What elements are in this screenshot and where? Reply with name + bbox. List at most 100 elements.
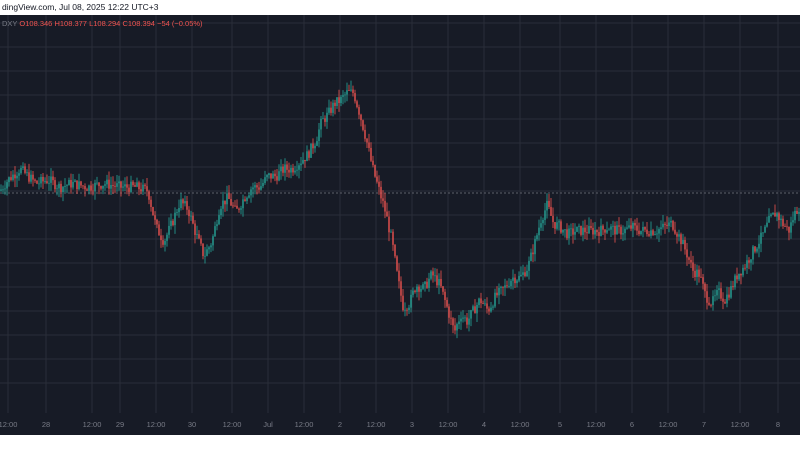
candle-up	[576, 226, 578, 232]
candle-up	[118, 181, 120, 184]
candle-down	[486, 303, 488, 309]
candle-down	[788, 226, 790, 233]
candle-up	[570, 228, 572, 230]
chart-area[interactable]: 12:00 28 12:00 29 12:00 30 12:00 Jul 12:00 2 12:00…	[0, 15, 800, 435]
candle-down	[200, 238, 202, 244]
candle-up	[88, 185, 90, 191]
candle-down	[636, 225, 638, 231]
candle-down	[560, 221, 562, 233]
x-tick-label: 12:00	[295, 420, 314, 429]
candle-down	[674, 229, 676, 234]
candle-down	[36, 180, 38, 184]
candle-down	[620, 226, 622, 235]
candle-up	[776, 213, 778, 217]
x-tick-label: 12:00	[439, 420, 458, 429]
candle-up	[522, 272, 524, 275]
candle-down	[548, 200, 550, 207]
candle-up	[456, 324, 458, 331]
candle-down	[744, 267, 746, 269]
candle-up	[74, 180, 76, 182]
candle-up	[536, 235, 538, 240]
candle-down	[368, 142, 370, 148]
x-tick-label: 4	[482, 420, 486, 429]
candle-down	[144, 184, 146, 187]
candle-down	[688, 257, 690, 260]
candle-up	[428, 278, 430, 288]
candle-up	[216, 224, 218, 227]
candle-up	[494, 292, 496, 307]
candle-up	[516, 280, 518, 284]
candle-up	[218, 215, 220, 225]
candle-up	[4, 188, 6, 190]
candle-down	[352, 89, 354, 94]
candle-down	[114, 185, 116, 187]
candle-up	[660, 227, 662, 230]
x-tick-label: 28	[42, 420, 50, 429]
candle-up	[18, 173, 20, 176]
candle-down	[374, 165, 376, 177]
candle-down	[128, 187, 130, 192]
candle-down	[388, 216, 390, 233]
candle-down	[680, 234, 682, 245]
candle-up	[350, 89, 352, 91]
candle-down	[358, 107, 360, 115]
candle-up	[420, 288, 422, 292]
candle-down	[146, 186, 148, 192]
x-tick-label: 8	[776, 420, 780, 429]
candle-down	[550, 206, 552, 216]
candle-up	[564, 229, 566, 231]
candle-up	[438, 278, 440, 286]
candle-down	[676, 233, 678, 237]
candle-down	[230, 198, 232, 206]
candle-down	[532, 252, 534, 255]
candle-up	[78, 181, 80, 190]
candle-up	[730, 286, 732, 298]
candle-down	[228, 193, 230, 199]
candle-down	[366, 138, 368, 143]
candle-down	[396, 256, 398, 271]
candle-down	[666, 224, 668, 226]
candle-up	[752, 246, 754, 260]
candle-up	[340, 96, 342, 103]
candle-up	[220, 208, 222, 216]
candle-up	[542, 219, 544, 224]
candle-down	[648, 234, 650, 236]
candle-up	[72, 181, 74, 188]
candle-down	[514, 277, 516, 284]
candle-up	[106, 179, 108, 185]
candle-up	[574, 231, 576, 235]
candle-down	[286, 164, 288, 170]
candle-up	[578, 225, 580, 227]
candle-up	[178, 207, 180, 213]
candle-up	[104, 184, 106, 186]
candle-up	[718, 288, 720, 291]
candle-up	[278, 171, 280, 181]
candle-up	[642, 227, 644, 231]
source-caption: dingView.com, Jul 08, 2025 12:22 UTC+3	[0, 0, 800, 15]
candle-down	[234, 205, 236, 207]
candle-up	[314, 145, 316, 149]
candle-up	[170, 220, 172, 226]
candle-down	[120, 181, 122, 188]
candle-down	[704, 283, 706, 292]
candle-down	[740, 273, 742, 276]
candle-up	[342, 95, 344, 97]
candle-down	[182, 199, 184, 204]
candle-up	[608, 229, 610, 231]
candle-down	[370, 147, 372, 161]
candle-down	[148, 191, 150, 200]
candle-up	[20, 167, 22, 174]
candle-down	[158, 224, 160, 236]
candle-down	[706, 291, 708, 303]
candle-down	[596, 230, 598, 233]
price-chart-svg[interactable]: 12:00 28 12:00 29 12:00 30 12:00 Jul 12:00 2 12:00…	[0, 15, 800, 435]
candle-up	[650, 230, 652, 236]
candle-down	[580, 225, 582, 235]
candle-up	[792, 220, 794, 223]
candle-down	[474, 306, 476, 314]
candle-up	[422, 284, 424, 289]
candle-up	[180, 199, 182, 208]
candle-up	[562, 229, 564, 233]
candle-up	[300, 163, 302, 166]
candle-up	[344, 94, 346, 96]
